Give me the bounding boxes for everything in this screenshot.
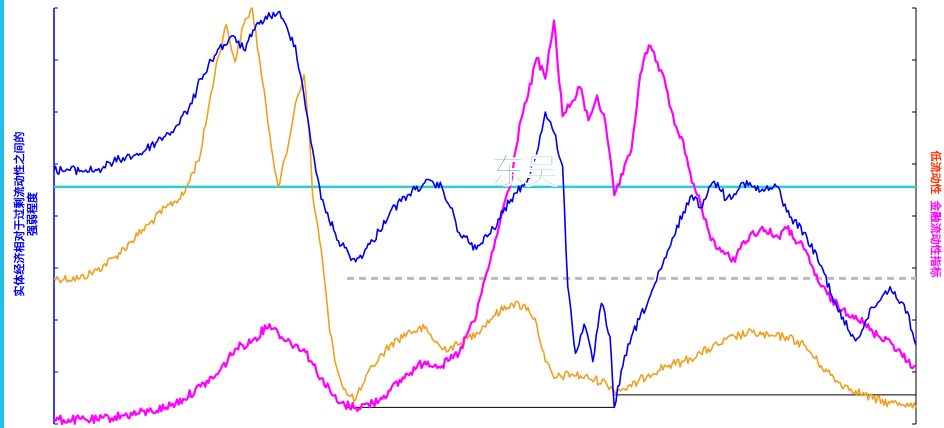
reference-lines-group (54, 185, 916, 408)
series-line-2 (53, 19, 917, 426)
left-edge-stripe (0, 0, 4, 428)
series-group (53, 7, 917, 426)
axes-group (53, 7, 917, 425)
watermark-text: 东吴 (491, 152, 559, 192)
series-line-0 (53, 10, 917, 409)
series-line-1 (53, 7, 917, 409)
